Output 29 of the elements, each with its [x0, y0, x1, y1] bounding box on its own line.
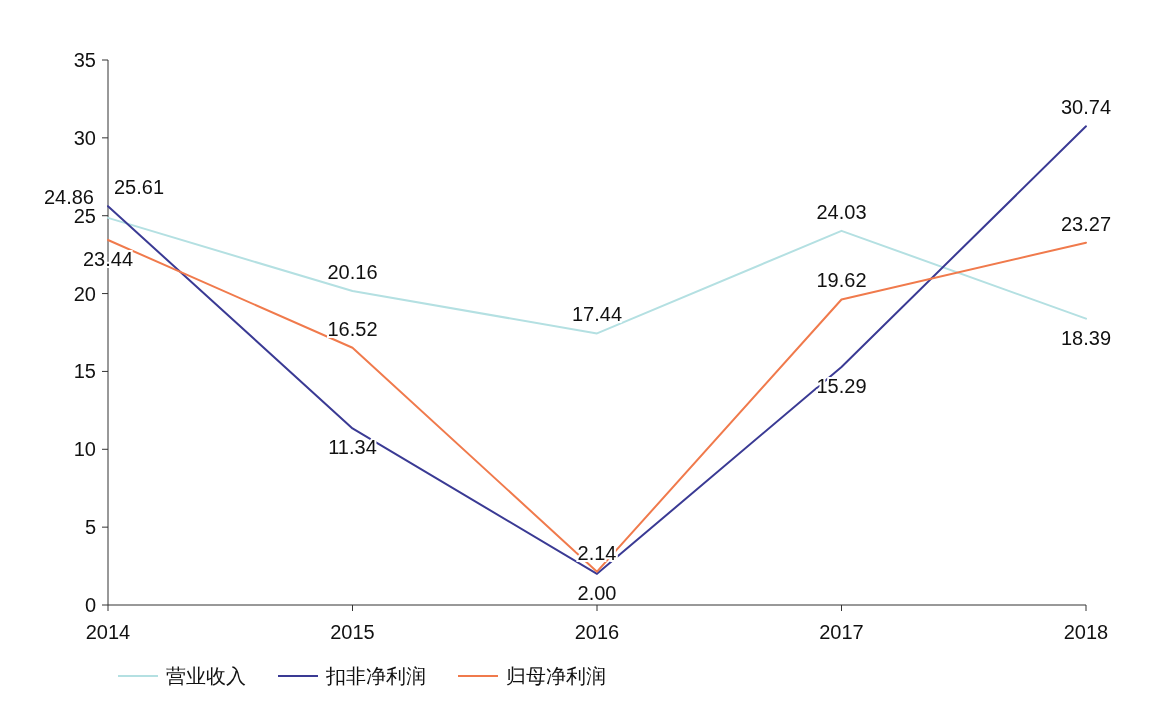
- y-tick-label: 5: [84, 516, 96, 539]
- legend-label: 归母净利润: [506, 665, 606, 687]
- y-tick-label: 15: [73, 360, 96, 383]
- data-label: 20.16: [327, 261, 378, 284]
- data-label: 24.03: [816, 200, 867, 223]
- x-tick-label: 2017: [819, 621, 864, 643]
- data-label: 19.62: [816, 269, 867, 292]
- data-label: 11.34: [328, 436, 377, 459]
- y-tick-label: 10: [73, 438, 96, 461]
- data-label: 2.00: [577, 581, 617, 604]
- data-label: 17.44: [571, 303, 623, 326]
- data-label: 23.44: [82, 248, 134, 271]
- y-tick-label: 20: [73, 282, 96, 305]
- y-tick-label: 0: [84, 594, 96, 616]
- x-tick-label: 2016: [574, 621, 620, 643]
- y-tick-label: 30: [73, 126, 96, 149]
- x-tick-label: 2018: [1063, 621, 1109, 643]
- data-label: 16.52: [327, 317, 378, 340]
- x-tick-label: 2014: [85, 621, 131, 643]
- data-label: 23.27: [1060, 212, 1112, 235]
- data-label: 25.61: [114, 176, 165, 199]
- data-label: 18.39: [1060, 326, 1112, 349]
- x-tick-label: 2015: [330, 621, 375, 643]
- data-label: 15.29: [816, 374, 867, 397]
- data-label: 2.14: [577, 541, 617, 564]
- data-label: 30.74: [1060, 96, 1112, 119]
- legend-label: 扣非净利润: [325, 665, 426, 687]
- legend-label: 营业收入: [166, 665, 246, 687]
- y-tick-label: 35: [73, 49, 96, 71]
